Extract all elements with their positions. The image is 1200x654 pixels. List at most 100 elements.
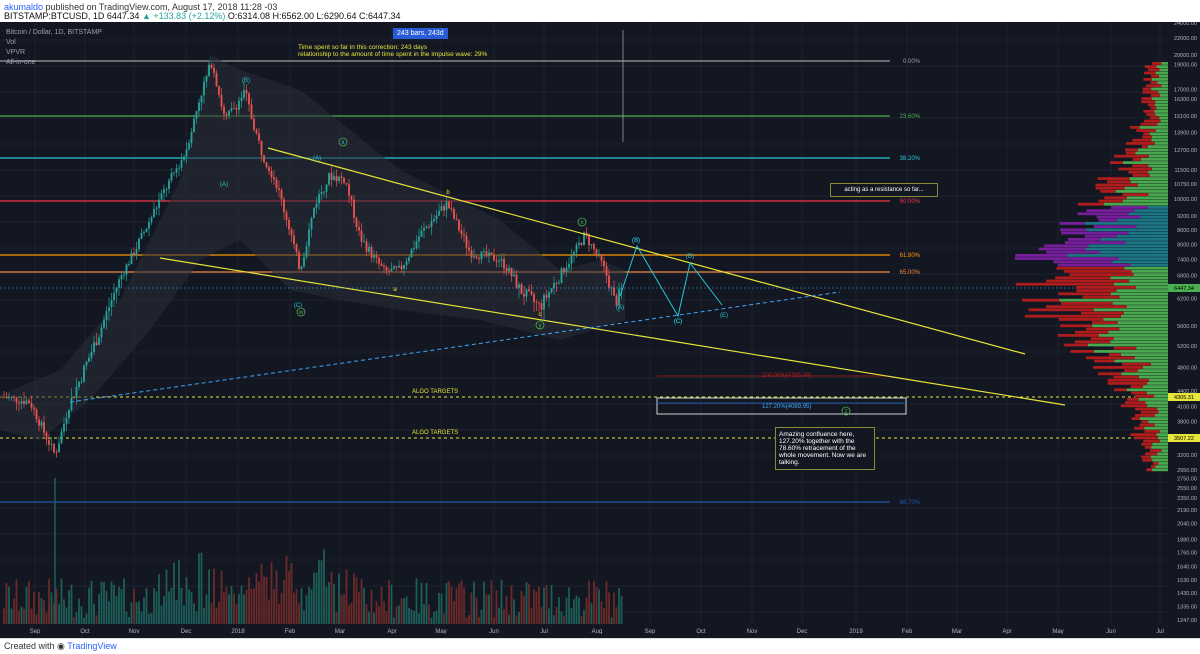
candle[interactable]	[435, 215, 438, 220]
candle[interactable]	[208, 64, 210, 76]
candle[interactable]	[575, 244, 578, 253]
candle[interactable]	[3, 397, 5, 398]
candle[interactable]	[530, 291, 533, 295]
candle[interactable]	[540, 303, 543, 310]
candle[interactable]	[555, 283, 558, 284]
candle[interactable]	[53, 443, 55, 453]
candle[interactable]	[20, 401, 23, 404]
candle[interactable]	[403, 265, 405, 269]
candle[interactable]	[215, 72, 218, 87]
candle[interactable]	[398, 265, 400, 268]
candle[interactable]	[278, 188, 280, 191]
candle[interactable]	[120, 275, 123, 280]
candle[interactable]	[390, 268, 393, 272]
candle[interactable]	[175, 168, 178, 173]
candle[interactable]	[265, 162, 268, 168]
candle[interactable]	[413, 248, 415, 250]
candle[interactable]	[305, 246, 308, 258]
candle[interactable]	[478, 258, 480, 260]
candle[interactable]	[153, 208, 155, 218]
candle[interactable]	[133, 252, 135, 256]
candle[interactable]	[550, 288, 553, 293]
candle[interactable]	[218, 86, 220, 95]
candle[interactable]	[350, 195, 353, 200]
candle[interactable]	[243, 90, 245, 98]
candle[interactable]	[43, 422, 45, 433]
candle[interactable]	[458, 219, 460, 231]
candle[interactable]	[100, 327, 103, 338]
candle[interactable]	[290, 229, 293, 236]
candle[interactable]	[395, 266, 398, 268]
candle[interactable]	[223, 106, 225, 115]
candle[interactable]	[320, 192, 323, 195]
candle[interactable]	[255, 129, 258, 134]
publisher-name[interactable]: akumaldo	[4, 2, 44, 12]
candle[interactable]	[453, 208, 455, 219]
candle[interactable]	[60, 431, 63, 444]
candle[interactable]	[170, 173, 173, 181]
candle[interactable]	[310, 217, 313, 230]
candle[interactable]	[423, 228, 425, 231]
candle[interactable]	[240, 97, 243, 101]
candle[interactable]	[473, 256, 475, 258]
legend-item[interactable]: All-in-one	[6, 59, 36, 66]
candle[interactable]	[70, 397, 73, 411]
candle[interactable]	[190, 132, 193, 144]
candle[interactable]	[485, 251, 488, 257]
candle[interactable]	[328, 173, 330, 185]
candle[interactable]	[30, 402, 33, 408]
candle[interactable]	[10, 396, 13, 398]
candle[interactable]	[78, 381, 80, 388]
candle[interactable]	[203, 81, 205, 96]
candle[interactable]	[68, 410, 70, 419]
candle[interactable]	[108, 307, 110, 312]
candle[interactable]	[353, 199, 355, 218]
candle[interactable]	[23, 401, 25, 404]
candle[interactable]	[323, 191, 325, 193]
candle[interactable]	[65, 418, 68, 424]
candle[interactable]	[393, 266, 395, 269]
candle[interactable]	[493, 254, 495, 261]
candle[interactable]	[445, 201, 448, 211]
candle[interactable]	[450, 208, 453, 209]
candle[interactable]	[338, 176, 340, 182]
candle[interactable]	[275, 179, 278, 189]
candle[interactable]	[518, 284, 520, 288]
candle[interactable]	[5, 397, 8, 399]
candle[interactable]	[258, 133, 260, 141]
candle[interactable]	[33, 407, 35, 410]
candle[interactable]	[365, 241, 368, 252]
candle[interactable]	[380, 263, 383, 266]
candle[interactable]	[105, 311, 108, 320]
candle[interactable]	[475, 256, 478, 259]
legend-item[interactable]: Bitcoin / Dollar, 1D, BITSTAMP	[6, 29, 102, 36]
candle[interactable]	[93, 342, 95, 352]
price-chart[interactable]: 0.00% 23.60% 38.20% 50.00% 61.80% 65.00% 88.70…	[0, 22, 1200, 634]
candle[interactable]	[250, 104, 253, 119]
candle[interactable]	[488, 252, 490, 257]
candle[interactable]	[245, 90, 248, 94]
candle[interactable]	[300, 266, 303, 269]
candle[interactable]	[343, 177, 345, 183]
candle[interactable]	[580, 242, 583, 245]
candle[interactable]	[40, 422, 43, 426]
candle[interactable]	[115, 287, 118, 293]
candle[interactable]	[25, 400, 28, 404]
candle[interactable]	[125, 264, 128, 275]
candle[interactable]	[303, 257, 305, 267]
candle[interactable]	[498, 260, 500, 262]
candle[interactable]	[340, 176, 343, 178]
candle[interactable]	[205, 75, 208, 82]
candle[interactable]	[273, 177, 275, 180]
candle[interactable]	[165, 188, 168, 190]
candle[interactable]	[195, 111, 198, 119]
legend-item[interactable]: VPVR	[6, 49, 26, 56]
candle[interactable]	[63, 423, 65, 432]
candle[interactable]	[588, 234, 590, 246]
candle[interactable]	[528, 289, 530, 292]
candle[interactable]	[185, 149, 188, 157]
candle[interactable]	[468, 247, 470, 251]
candle[interactable]	[163, 189, 165, 194]
candle[interactable]	[425, 226, 428, 229]
candle[interactable]	[620, 288, 623, 290]
